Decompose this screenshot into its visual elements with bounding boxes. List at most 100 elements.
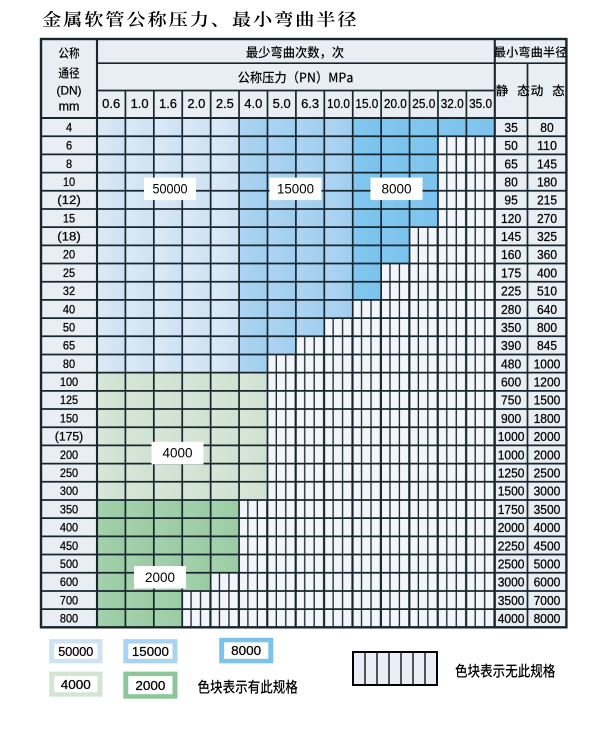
svg-text:5.0: 5.0	[273, 97, 291, 111]
svg-text:900: 900	[501, 411, 521, 426]
svg-text:4000: 4000	[61, 677, 91, 692]
svg-text:125: 125	[60, 393, 78, 407]
svg-text:4000: 4000	[534, 520, 561, 535]
svg-text:350: 350	[60, 502, 78, 516]
svg-text:200: 200	[60, 448, 78, 462]
svg-text:4000: 4000	[498, 611, 525, 626]
svg-text:145: 145	[501, 229, 521, 244]
svg-text:25.0: 25.0	[412, 97, 435, 111]
svg-text:3500: 3500	[498, 593, 525, 608]
svg-text:600: 600	[501, 375, 521, 390]
svg-text:2500: 2500	[534, 466, 561, 481]
svg-text:50000: 50000	[58, 644, 93, 659]
svg-text:80: 80	[63, 357, 75, 371]
svg-text:120: 120	[501, 211, 521, 226]
svg-text:1200: 1200	[534, 375, 561, 390]
svg-text:mm: mm	[59, 100, 80, 114]
svg-text:4: 4	[66, 120, 72, 134]
svg-text:35.0: 35.0	[469, 97, 492, 111]
svg-text:(DN): (DN)	[57, 83, 82, 97]
svg-text:480: 480	[501, 356, 521, 371]
svg-text:280: 280	[501, 302, 521, 317]
svg-text:10: 10	[63, 175, 75, 189]
svg-text:3000: 3000	[498, 575, 525, 590]
svg-text:300: 300	[60, 484, 78, 498]
svg-text:32: 32	[63, 284, 75, 298]
svg-text:4000: 4000	[163, 446, 193, 461]
svg-text:800: 800	[537, 320, 557, 335]
svg-text:2000: 2000	[534, 429, 561, 444]
svg-text:1000: 1000	[534, 356, 561, 371]
svg-text:2000: 2000	[145, 570, 175, 585]
svg-text:65: 65	[504, 156, 517, 171]
svg-text:7000: 7000	[534, 593, 561, 608]
svg-text:15.0: 15.0	[355, 97, 378, 111]
svg-text:1250: 1250	[498, 466, 525, 481]
svg-text:350: 350	[501, 320, 521, 335]
svg-text:25: 25	[63, 266, 75, 280]
svg-text:800: 800	[60, 612, 78, 626]
svg-text:35: 35	[504, 120, 517, 135]
svg-text:180: 180	[537, 175, 557, 190]
svg-text:32.0: 32.0	[441, 97, 464, 111]
svg-text:215: 215	[537, 193, 557, 208]
svg-text:100: 100	[60, 375, 78, 389]
svg-text:500: 500	[60, 557, 78, 571]
svg-text:0.6: 0.6	[102, 97, 120, 111]
svg-text:15000: 15000	[277, 182, 314, 197]
svg-text:700: 700	[60, 593, 78, 607]
svg-text:3000: 3000	[534, 484, 561, 499]
svg-text:6: 6	[66, 139, 72, 153]
svg-text:145: 145	[537, 156, 557, 171]
svg-text:2.0: 2.0	[187, 97, 205, 111]
svg-text:(18): (18)	[57, 230, 81, 244]
svg-text:225: 225	[501, 284, 521, 299]
svg-text:250: 250	[60, 466, 78, 480]
svg-text:(175): (175)	[55, 430, 84, 444]
svg-text:95: 95	[504, 193, 517, 208]
svg-text:325: 325	[537, 229, 557, 244]
svg-text:2000: 2000	[498, 520, 525, 535]
svg-text:20: 20	[63, 248, 75, 262]
svg-text:65: 65	[63, 339, 75, 353]
svg-text:8000: 8000	[534, 611, 561, 626]
svg-text:1750: 1750	[498, 502, 525, 517]
svg-text:400: 400	[537, 265, 557, 280]
svg-text:845: 845	[537, 338, 557, 353]
svg-text:2500: 2500	[498, 557, 525, 572]
svg-text:160: 160	[501, 247, 521, 262]
svg-text:10.0: 10.0	[327, 97, 350, 111]
svg-text:4.0: 4.0	[244, 97, 262, 111]
svg-text:80: 80	[504, 175, 517, 190]
svg-text:400: 400	[60, 521, 78, 535]
svg-text:360: 360	[537, 247, 557, 262]
svg-text:1000: 1000	[498, 447, 525, 462]
svg-text:1800: 1800	[534, 411, 561, 426]
svg-text:270: 270	[537, 211, 557, 226]
svg-text:80: 80	[540, 120, 553, 135]
svg-text:600: 600	[60, 575, 78, 589]
svg-text:50000: 50000	[153, 182, 188, 197]
svg-text:8000: 8000	[382, 182, 412, 197]
svg-text:8: 8	[66, 157, 72, 171]
svg-text:2.5: 2.5	[216, 97, 234, 111]
svg-text:3500: 3500	[534, 502, 561, 517]
svg-text:6.3: 6.3	[301, 97, 319, 111]
svg-text:640: 640	[537, 302, 557, 317]
svg-text:20.0: 20.0	[384, 97, 407, 111]
svg-text:(12): (12)	[57, 193, 81, 207]
svg-text:450: 450	[60, 539, 78, 553]
svg-text:1500: 1500	[498, 484, 525, 499]
svg-text:2000: 2000	[534, 447, 561, 462]
svg-text:510: 510	[537, 284, 557, 299]
svg-text:390: 390	[501, 338, 521, 353]
svg-text:40: 40	[63, 302, 75, 316]
svg-text:50: 50	[63, 321, 75, 335]
svg-text:4500: 4500	[534, 538, 561, 553]
svg-text:5000: 5000	[534, 557, 561, 572]
svg-text:2250: 2250	[498, 538, 525, 553]
svg-text:175: 175	[501, 265, 521, 280]
svg-text:15000: 15000	[132, 644, 169, 659]
svg-text:15: 15	[63, 211, 75, 225]
svg-text:1000: 1000	[498, 429, 525, 444]
